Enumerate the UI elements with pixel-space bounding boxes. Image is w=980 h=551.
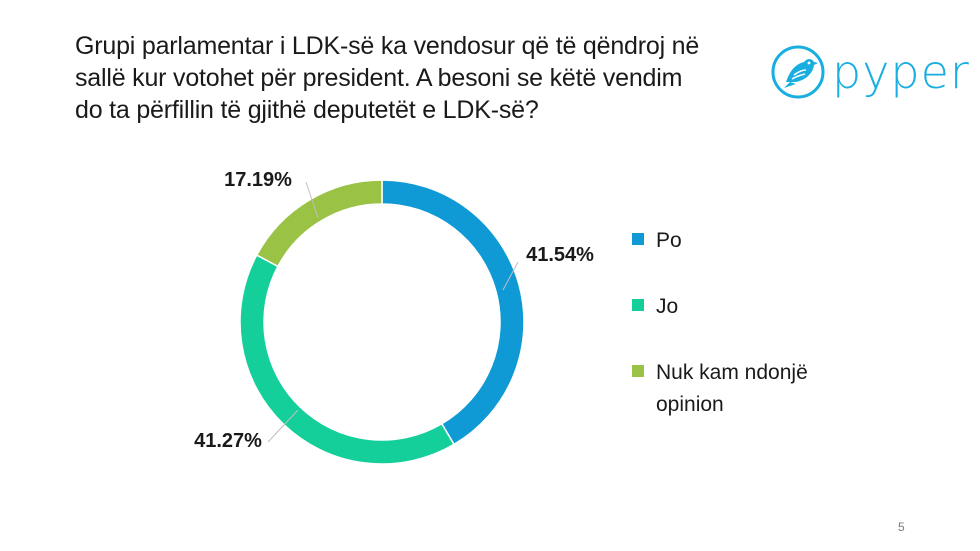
page-number: 5	[898, 520, 905, 534]
chart-title: Grupi parlamentar i LDK-së ka vendosur q…	[75, 30, 755, 126]
leader-line-2	[267, 409, 299, 443]
data-label-2: 41.27%	[194, 430, 262, 452]
legend-label-line: Nuk kam ndonjë	[656, 361, 808, 384]
leader-line-3	[305, 181, 319, 219]
legend-swatch	[632, 365, 644, 377]
legend-label-line: Po	[656, 229, 682, 252]
logo-text: pyper	[832, 45, 970, 99]
donut-slice-1	[381, 179, 525, 446]
title-line: Grupi parlamentar i LDK-së ka vendosur q…	[75, 32, 700, 60]
bird-icon	[771, 45, 825, 99]
donut-slice-2	[239, 254, 456, 465]
legend-item-2: Jo	[632, 291, 678, 323]
donut-slice-3	[255, 179, 383, 268]
pyper-logo: pyper	[770, 42, 970, 102]
legend-item-1: Po	[632, 225, 682, 257]
data-label-3: 17.19%	[224, 169, 292, 191]
data-label-1: 41.54%	[526, 244, 594, 266]
legend-swatch	[632, 233, 644, 245]
title-line: sallë kur votohet për president. A beson…	[75, 64, 683, 92]
legend-item-3: Nuk kam ndonjë opinion	[632, 357, 808, 421]
title-line: do ta përfillin të gjithë deputetët e LD…	[75, 96, 539, 124]
leader-line-1	[502, 261, 519, 291]
legend-label-line: Jo	[656, 295, 679, 318]
legend-label: Po	[656, 225, 682, 257]
legend-label: Nuk kam ndonjë opinion	[656, 357, 808, 421]
legend-label: Jo	[656, 291, 678, 323]
legend-swatch	[632, 299, 644, 311]
legend-label-line: opinion	[656, 393, 724, 416]
